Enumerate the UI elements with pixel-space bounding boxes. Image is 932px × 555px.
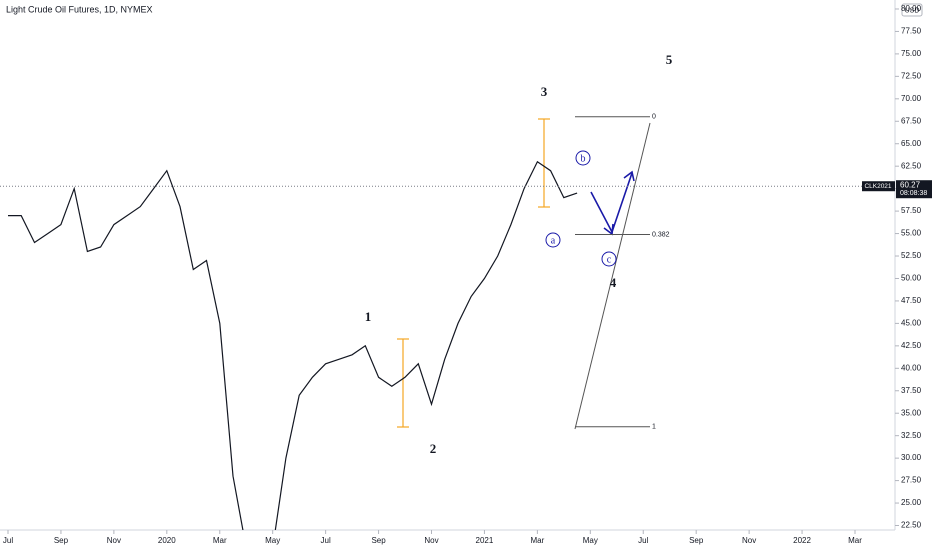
y-tick-label: 57.50 xyxy=(901,206,922,215)
y-tick-label: 32.50 xyxy=(901,431,922,440)
x-tick-label: Jul xyxy=(321,536,331,545)
currency-badge xyxy=(901,3,923,17)
x-tick-label: May xyxy=(265,536,280,545)
x-tick-label: 2020 xyxy=(158,536,176,545)
y-tick-label: 75.00 xyxy=(901,49,922,58)
wave-label: 2 xyxy=(430,441,437,456)
y-tick-label: 77.50 xyxy=(901,27,922,36)
x-tick-label: 2022 xyxy=(793,536,811,545)
y-tick-label: 72.50 xyxy=(901,71,922,80)
y-tick-label: 52.50 xyxy=(901,251,922,260)
projection-arrows xyxy=(590,170,635,236)
x-tick-label: Sep xyxy=(689,536,704,545)
x-tick-label: 2021 xyxy=(476,536,494,545)
y-tick-label: 35.00 xyxy=(901,408,922,417)
x-tick-label: May xyxy=(583,536,598,545)
subwave-label: b xyxy=(581,153,586,164)
y-tick-label: 25.00 xyxy=(901,498,922,507)
price-line xyxy=(8,160,578,530)
y-tick-label: 22.50 xyxy=(901,521,922,530)
y-tick-label: 50.00 xyxy=(901,274,922,283)
fib-label: 0 xyxy=(652,114,656,121)
subwave-circles xyxy=(545,150,617,267)
fib-label: 0.382 xyxy=(652,231,670,238)
x-tick-label: Sep xyxy=(54,536,69,545)
plot-area xyxy=(8,160,578,530)
current-price-label: 60.27 xyxy=(900,180,921,189)
x-tick-label: Jul xyxy=(3,536,13,545)
subwave-label: c xyxy=(607,254,612,265)
y-tick-label: 27.50 xyxy=(901,476,922,485)
chart-title: Light Crude Oil Futures, 1D, NYMEX xyxy=(6,4,153,14)
x-tick-label: Jul xyxy=(638,536,648,545)
wave-label: 1 xyxy=(365,309,372,324)
y-tick-label: 37.50 xyxy=(901,386,922,395)
y-tick-label: 42.50 xyxy=(901,341,922,350)
fib-label: 1 xyxy=(652,424,656,431)
subwave-label: a xyxy=(551,235,556,246)
x-tick-label: Sep xyxy=(371,536,386,545)
wave-label: 4 xyxy=(610,275,617,290)
y-tick-label: 67.50 xyxy=(901,116,922,125)
y-tick-label: 45.00 xyxy=(901,318,922,327)
price-badge xyxy=(896,180,932,199)
y-tick-label: 47.50 xyxy=(901,296,922,305)
x-tick-label: Nov xyxy=(742,536,756,545)
y-tick-label: 55.00 xyxy=(901,229,922,238)
x-tick-label: Nov xyxy=(107,536,121,545)
y-tick-label: 30.00 xyxy=(901,453,922,462)
x-tick-label: Mar xyxy=(530,536,544,545)
range-markers xyxy=(397,118,550,428)
y-tick-label: 40.00 xyxy=(901,363,922,372)
x-tick-label: Mar xyxy=(848,536,862,545)
symbol-label: CLK2021 xyxy=(864,183,891,190)
wave-label: 5 xyxy=(666,52,673,67)
x-tick-label: Mar xyxy=(213,536,227,545)
wave-label: 3 xyxy=(541,84,548,99)
y-tick-label: 70.00 xyxy=(901,94,922,103)
y-tick-label: 65.00 xyxy=(901,139,922,148)
symbol-badge xyxy=(862,181,895,192)
countdown: 08:08:38 xyxy=(900,190,927,197)
y-tick-label: 62.50 xyxy=(901,161,922,170)
y-tick-label: 80.00 xyxy=(901,4,922,13)
x-tick-label: Nov xyxy=(424,536,438,545)
fib-trend xyxy=(574,122,651,430)
currency: USD xyxy=(905,7,920,14)
